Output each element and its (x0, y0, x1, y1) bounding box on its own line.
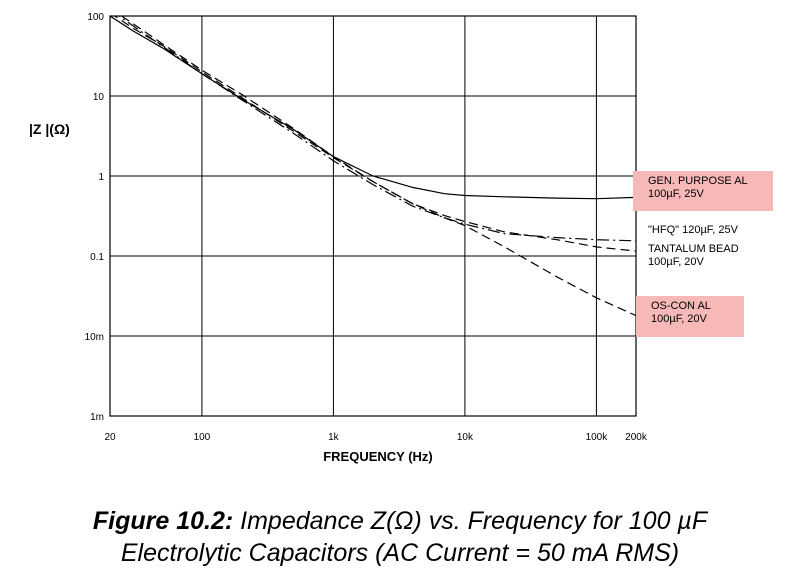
series-label-2-line-1: "HFQ" 120µF, 25V (648, 224, 739, 236)
series-label-4-line-1: OS-CON AL (651, 300, 711, 312)
series-label-4-line-2: 100µF, 20V (651, 313, 708, 325)
y-tick-label: 1 (98, 172, 104, 183)
series-line-2 (117, 16, 636, 242)
y-tick-label: 1m (90, 412, 104, 423)
plot-area-frame (109, 15, 637, 417)
figure-title-part-1: Impedance Z(Ω) vs. Frequency for 100 µF (233, 507, 708, 535)
series-label-highlight-1 (633, 171, 773, 211)
series-line-4 (113, 16, 636, 317)
series-label-3-line-1: TANTALUM BEAD (648, 243, 739, 255)
series-label-1-line-2: 100µF, 25V (648, 188, 705, 200)
series-line-3 (120, 16, 636, 252)
x-tick-label: 1k (328, 432, 340, 443)
y-tick-label: 0.1 (90, 252, 104, 263)
x-tick-label: 100k (586, 432, 609, 443)
series-label-highlight-4 (636, 296, 744, 337)
x-axis-title: FREQUENCY (Hz) (323, 449, 433, 464)
x-tick-label: 200k (625, 432, 648, 443)
series-label-3-line-2: 100µF, 20V (648, 256, 705, 268)
y-tick-label: 10m (85, 332, 104, 343)
series-line-1 (110, 16, 636, 200)
figure-caption-line-1: Figure 10.2: Impedance Z(Ω) vs. Frequenc… (0, 506, 800, 536)
y-tick-label: 100 (87, 12, 104, 23)
figure-number: Figure 10.2: (92, 507, 234, 535)
y-tick-label: 10 (93, 92, 105, 103)
x-tick-label: 20 (104, 432, 116, 443)
impedance-chart: 20 100 1k 10k 100k 200k 100 10 1 0.1 10m 1m FREQUENC… (29, 12, 773, 464)
x-tick-label: 100 (194, 432, 211, 443)
series-label-1-line-1: GEN. PURPOSE AL (648, 175, 748, 187)
figure-caption-line-2: Electrolytic Capacitors (AC Current = 50… (120, 539, 680, 567)
y-axis-title: |Z |(Ω) (29, 121, 70, 137)
x-tick-label: 10k (457, 432, 474, 443)
